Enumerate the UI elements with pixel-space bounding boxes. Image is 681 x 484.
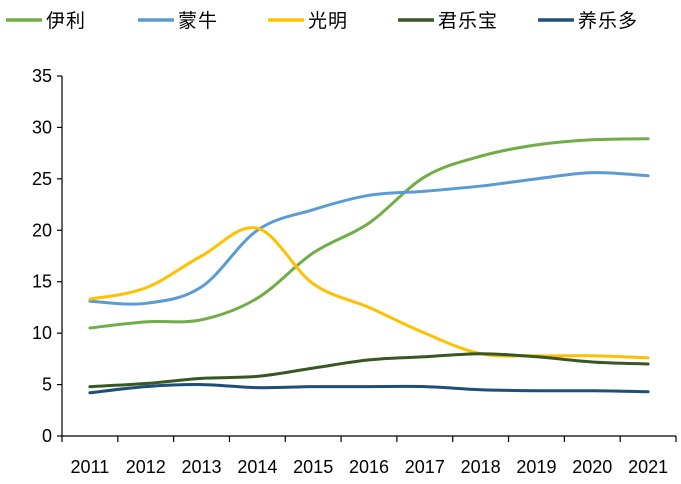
x-tick-label: 2014 (237, 457, 277, 477)
legend-label: 光明 (308, 10, 348, 32)
legend: 伊利 蒙牛 光明 君乐宝 养乐多 (6, 10, 638, 32)
x-tick-label: 2017 (405, 457, 445, 477)
legend-label: 君乐宝 (438, 10, 498, 32)
legend-label: 蒙牛 (178, 10, 218, 32)
y-tick-label: 15 (32, 272, 52, 292)
x-tick-label: 2011 (71, 457, 110, 477)
x-tick-label: 2012 (126, 457, 166, 477)
y-tick-label: 10 (32, 323, 52, 343)
y-tick-label: 0 (42, 426, 52, 446)
x-tick-label: 2015 (293, 457, 333, 477)
y-tick-label: 30 (32, 117, 52, 137)
series-group (88, 137, 650, 395)
y-tick-label: 20 (32, 220, 52, 240)
y-tick-label: 5 (42, 375, 52, 395)
series-line-0 (88, 137, 650, 330)
y-tick-label: 25 (32, 169, 52, 189)
y-tick-label: 35 (32, 66, 52, 86)
x-tick-label: 2020 (572, 457, 612, 477)
x-tick-label: 2013 (182, 457, 222, 477)
legend-label: 伊利 (46, 10, 86, 32)
series-line-2 (88, 226, 650, 360)
x-tick-label: 2021 (628, 457, 668, 477)
x-tick-label: 2018 (461, 457, 501, 477)
series-line-1 (88, 171, 650, 306)
legend-label: 养乐多 (578, 10, 638, 32)
x-tick-label: 2016 (349, 457, 389, 477)
series-line-3 (88, 352, 650, 389)
axes: 0 5 10 15 20 25 30 35 2011 2012 2013 2014 2015 2016 20… (32, 66, 677, 477)
x-tick-label: 2019 (516, 457, 556, 477)
series-line-4 (88, 383, 650, 395)
